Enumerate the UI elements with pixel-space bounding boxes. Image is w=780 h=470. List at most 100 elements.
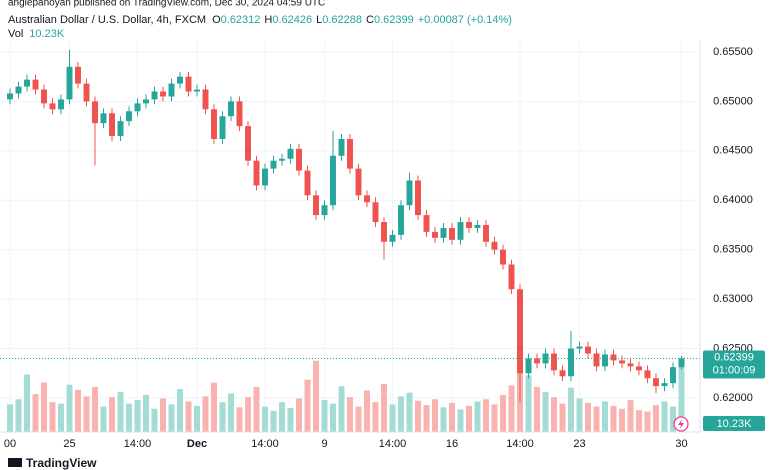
candle-body	[406, 180, 413, 206]
volume-bar	[415, 400, 421, 432]
volume-bar	[228, 393, 234, 432]
price-label-box	[703, 350, 765, 379]
volume-bar	[568, 387, 574, 432]
candle-body	[500, 249, 506, 265]
candle-body	[432, 231, 438, 238]
volume-bar	[525, 375, 532, 432]
volume-bar	[185, 401, 192, 432]
volume-bar	[202, 396, 209, 432]
candle-body	[126, 111, 132, 122]
volume-bar	[610, 405, 617, 432]
candle-body	[542, 353, 549, 364]
candle-body	[364, 195, 370, 203]
volume-bar	[134, 400, 141, 432]
symbol: Australian Dollar / U.S. Dollar, 4h, FXC…	[8, 14, 206, 26]
candle-body	[678, 358, 685, 368]
candle-body	[330, 155, 336, 206]
legend: Australian Dollar / U.S. Dollar, 4h, FXC…	[8, 14, 512, 26]
volume-bar	[381, 384, 387, 432]
candle-body	[466, 222, 472, 228]
candle-body	[109, 113, 115, 136]
volume-bar	[211, 382, 217, 432]
volume-bar	[245, 397, 251, 432]
candle-body	[313, 195, 319, 216]
volume-bar	[66, 384, 73, 432]
candle-body	[168, 83, 175, 97]
x-tick-label: 14:00	[506, 438, 534, 450]
volume-bar	[168, 404, 175, 432]
candle-body	[534, 358, 540, 364]
volume-bar	[551, 397, 557, 432]
volume-bar	[661, 401, 668, 432]
volume-bar	[194, 405, 200, 432]
ohlc-key: L	[316, 14, 322, 26]
volume-bar	[304, 379, 311, 432]
y-tick-label: 0.63000	[713, 293, 753, 305]
candle-body	[262, 168, 268, 186]
volume-bar	[432, 399, 438, 432]
grid	[0, 40, 700, 432]
x-tick-label: 14:00	[124, 438, 152, 450]
candle-body	[508, 264, 515, 290]
candle-body	[321, 205, 328, 216]
x-tick-label: 30	[675, 438, 687, 450]
volume-bar	[347, 397, 353, 432]
volume-bar	[313, 360, 319, 432]
y-tick-label: 0.65000	[713, 95, 753, 107]
candle-body	[653, 378, 659, 387]
volume-pane	[7, 357, 685, 432]
volume-bar	[151, 408, 158, 432]
candle-body	[287, 148, 294, 159]
volume-bar	[126, 403, 132, 432]
volume-bar	[287, 408, 294, 432]
volume-bar	[398, 396, 404, 432]
volume-bar	[219, 402, 226, 432]
candle-body	[185, 76, 192, 92]
volume-bar	[491, 404, 498, 432]
ohlc-key: C	[366, 14, 374, 26]
volume-bar	[627, 400, 634, 432]
candle-body	[41, 89, 47, 104]
candle-body	[134, 103, 141, 112]
candle-body	[270, 160, 277, 169]
candle-body	[525, 358, 532, 374]
volume-bar	[49, 402, 56, 432]
candle-body	[670, 367, 676, 384]
volume-bar	[449, 402, 455, 432]
volume-bar	[236, 407, 243, 432]
ohlc-key: O	[212, 14, 221, 26]
volume-bar	[109, 397, 115, 432]
candle-body	[627, 363, 634, 367]
candle-body	[381, 222, 387, 242]
change: +0.00087 (+0.14%)	[418, 14, 512, 26]
volume-bar	[253, 386, 260, 432]
candle-body	[449, 227, 455, 240]
volume-bar	[500, 394, 506, 432]
volume-bar	[364, 390, 370, 432]
x-tick-label: 25	[63, 438, 75, 450]
candle-body	[355, 168, 362, 196]
candle-body	[593, 353, 600, 367]
volume-bar	[636, 410, 642, 432]
candle-body	[483, 224, 489, 242]
volume-bar	[678, 357, 685, 432]
vol-value: 10.23K	[29, 28, 65, 40]
candle-body	[151, 91, 158, 100]
candle-body	[568, 348, 574, 377]
volume-bar	[100, 406, 107, 432]
candle-body	[304, 170, 311, 196]
volume-bar	[602, 401, 608, 432]
volume-bar	[534, 386, 540, 432]
logo	[8, 458, 22, 467]
volume-bar	[338, 386, 345, 432]
candle-body	[644, 370, 651, 379]
candle-body	[92, 101, 98, 124]
candle-body	[245, 126, 251, 161]
volume-label: 10.23K	[717, 418, 753, 430]
candle-body	[83, 83, 90, 102]
volume-bar	[92, 386, 98, 432]
volume-bar	[75, 389, 81, 432]
last-price-label: 0.62399	[714, 351, 754, 363]
volume-bar	[32, 394, 39, 432]
volume-bar	[355, 406, 362, 432]
